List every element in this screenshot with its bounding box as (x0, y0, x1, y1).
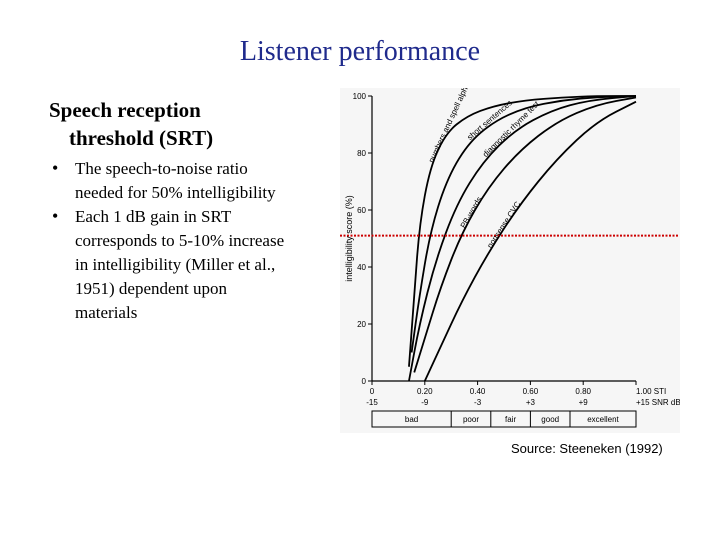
bullet-line: The speech-to-noise ratio (75, 159, 248, 178)
bullet-line: Each 1 dB gain in SRT (75, 207, 232, 226)
heading-line-1: Speech reception (49, 98, 201, 122)
curve-series-3 (413, 96, 637, 373)
x-tick-sti-label: 0.20 (417, 387, 433, 396)
bullet-line: in intelligibility (Miller et al., (75, 255, 276, 274)
x-tick-snr-label: +3 (526, 398, 536, 407)
bullet-icon: • (52, 206, 59, 226)
bullet-item: • The speech-to-noise ratio needed for 5… (52, 157, 342, 205)
x-tick-sti-label: 0.60 (523, 387, 539, 396)
x-tick-sti-label: 1.00 STI (636, 387, 666, 396)
y-tick-label: 60 (357, 206, 366, 215)
x-tick-sti-label: 0 (370, 387, 375, 396)
bullet-line: 1951) dependent upon (75, 279, 228, 298)
y-tick-label: 80 (357, 149, 366, 158)
x-tick-snr-label: +15 SNR dB (636, 398, 680, 407)
bullet-item: • Each 1 dB gain in SRT corresponds to 5… (52, 205, 342, 325)
quality-label: bad (405, 415, 418, 424)
source-citation: Source: Steeneken (1992) (511, 441, 663, 456)
x-tick-sti-label: 0.80 (575, 387, 591, 396)
curve-series-0 (408, 95, 636, 367)
quality-label: good (541, 415, 559, 424)
quality-scale (371, 410, 637, 428)
bullet-icon: • (52, 158, 59, 178)
x-tick-snr-label: -3 (474, 398, 482, 407)
x-tick-sti-label: 0.40 (470, 387, 486, 396)
intelligibility-chart: 0 20 40 60 80 100 0 -15 0.20 -9 0.40 -3 0.60 +3 0.80 +9… (340, 88, 680, 433)
bullet-line: needed for 50% intelligibility (75, 183, 276, 202)
x-tick-snr-label: -9 (421, 398, 429, 407)
x-tick-snr-label: -15 (366, 398, 378, 407)
bullet-list: • The speech-to-noise ratio needed for 5… (52, 157, 342, 325)
y-axis-label: intelligibility score (%) (344, 195, 354, 282)
section-heading: Speech reception threshold (SRT) (49, 96, 213, 152)
curve-series-1 (410, 95, 637, 353)
quality-label: excellent (587, 415, 619, 424)
bullet-line: materials (75, 303, 138, 322)
curve-series-4 (423, 100, 637, 382)
bullet-line: corresponds to 5-10% increase (75, 231, 285, 250)
curve-series-2 (408, 95, 637, 382)
heading-line-2: threshold (SRT) (69, 126, 214, 150)
y-tick-label: 20 (357, 320, 366, 329)
x-tick-snr-label: +9 (579, 398, 589, 407)
quality-label: poor (463, 415, 479, 424)
quality-label: fair (505, 415, 516, 424)
y-tick-label: 0 (362, 377, 367, 386)
y-tick-label: 100 (353, 92, 367, 101)
slide-title: Listener performance (239, 36, 481, 67)
y-tick-label: 40 (357, 263, 366, 272)
chart-background (340, 88, 680, 433)
